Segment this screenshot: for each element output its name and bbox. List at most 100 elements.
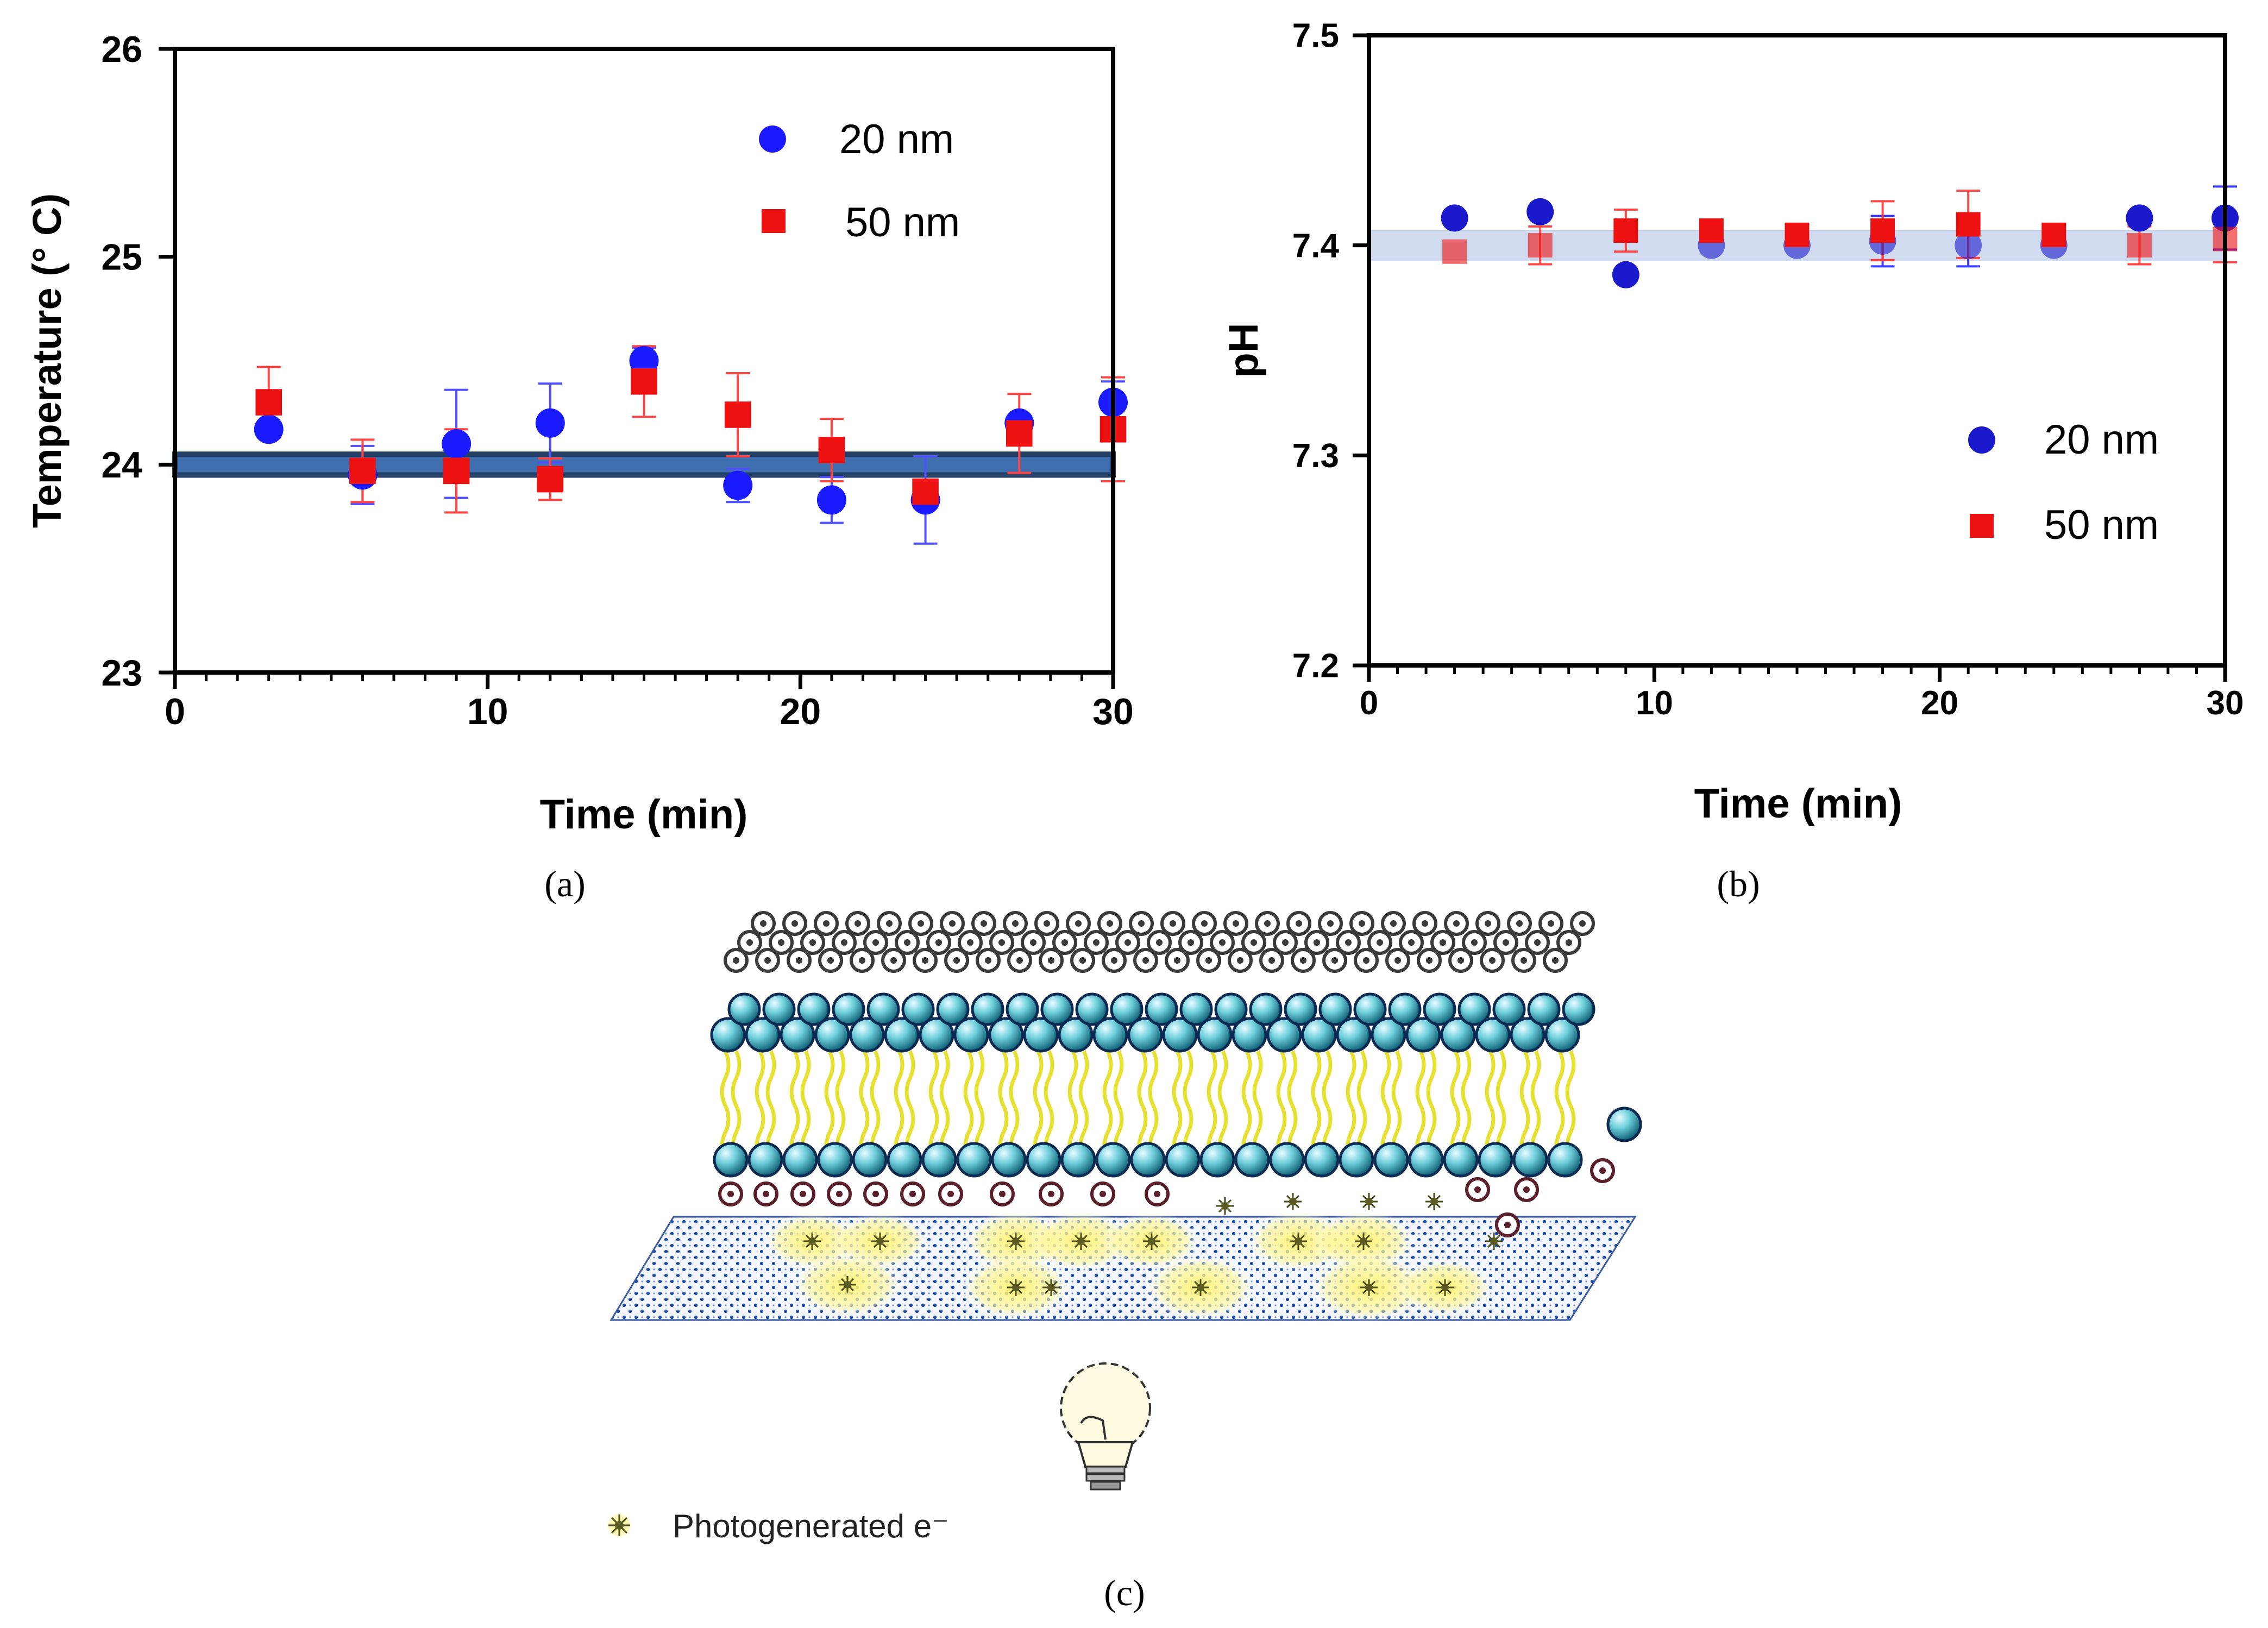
point-20nm-6 [1526, 198, 1554, 225]
point-50nm-24 [2041, 222, 2066, 247]
x-tick-label-10: 10 [467, 691, 508, 732]
lipid-tail [1102, 1050, 1113, 1161]
ion-ring [1417, 948, 1442, 973]
lipid-tail [1530, 1050, 1541, 1161]
lipid-head [710, 1017, 746, 1053]
legend-20nm-label-b: 20 nm [2044, 417, 2159, 463]
photogenerated-electron [1360, 1279, 1378, 1296]
ion-ring [1070, 948, 1095, 973]
ion-ring [1430, 930, 1455, 955]
lipid-head [1232, 1017, 1267, 1053]
photogenerated-electron [1042, 1279, 1060, 1296]
lipid-tail [731, 1050, 742, 1161]
ion-ring [926, 930, 951, 955]
lipid-head [713, 1142, 749, 1178]
ion-ring [1465, 1177, 1490, 1202]
legend-20nm-circle-marker-b [1968, 426, 1995, 454]
point-50nm-18 [1870, 218, 1895, 243]
lipid-head [991, 1142, 1027, 1178]
lipid-tail [1287, 1050, 1298, 1161]
ion-ring [1223, 911, 1248, 936]
panel-b-label: (b) [1717, 863, 1760, 904]
ion-ring [724, 948, 749, 973]
ion-ring [1412, 911, 1437, 936]
x-tick-label-0: 0 [1360, 684, 1378, 722]
point-20nm-18 [723, 470, 753, 500]
lipid-head [1165, 1142, 1201, 1178]
ion-ring [827, 1181, 852, 1206]
ion-ring [863, 1181, 888, 1206]
lipid-tail [1391, 1050, 1402, 1161]
lipid-head [814, 1017, 850, 1053]
point-20nm-9 [442, 429, 472, 459]
legend-50nm-label: 50 nm [845, 199, 960, 246]
photogenerated-electron [1143, 1233, 1160, 1250]
point-50nm-3 [255, 389, 282, 416]
ion-ring [1286, 911, 1311, 936]
lipid-head [884, 1017, 920, 1053]
lipid-head [866, 992, 900, 1026]
lipid-head [1443, 1142, 1479, 1178]
lipid-tail [1554, 1050, 1565, 1161]
lipid-head [1199, 1142, 1235, 1178]
photogenerated-electron [1007, 1279, 1025, 1296]
point-50nm-21 [1956, 212, 1981, 237]
ion-ring [1196, 948, 1221, 973]
photogenerated-electron [1007, 1233, 1025, 1250]
lipid-head [919, 1017, 954, 1053]
photogenerated-electron [1485, 1233, 1503, 1250]
lipid-head [1249, 992, 1283, 1026]
ph-tick-labels: 0 10 20 30 7.2 7.3 7.4 7.5 [1292, 17, 2244, 722]
ion-ring [1514, 1177, 1539, 1202]
point-50nm-24 [912, 478, 939, 505]
photogenerated-electron [1355, 1233, 1372, 1250]
lipid-tail [1322, 1050, 1333, 1161]
lipid-heads-bottom [713, 1107, 1642, 1178]
lipid-tail [1044, 1050, 1054, 1161]
ion-ring [1165, 948, 1190, 973]
lipid-tail [1217, 1050, 1228, 1161]
ion-ring [1259, 948, 1284, 973]
ion-ring [1052, 930, 1077, 955]
temperature-x-axis-title: Time (min) [540, 791, 748, 838]
ion-ring [1381, 911, 1406, 936]
lipid-tail [1252, 1050, 1263, 1161]
point-50nm-21 [818, 437, 845, 463]
lipid-tail [1067, 1050, 1078, 1161]
legend-50nm-label-b: 50 nm [2044, 502, 2159, 548]
point-50nm-18 [724, 401, 751, 428]
photogenerated-electron [1192, 1279, 1209, 1296]
panel-a-temperature-chart: 0 10 20 30 23 24 25 26 Temperature (° C) Time (… [24, 29, 1134, 904]
panel-c-membrane-diagram: Photogenerated e⁻ (c) [605, 911, 1642, 1613]
photogenerated-electron [871, 1233, 889, 1250]
lipid-head [1512, 1142, 1548, 1178]
ion-ring [1448, 948, 1473, 973]
lipid-head [1162, 1017, 1198, 1053]
lipid-tail [928, 1050, 939, 1161]
panel-a-label: (a) [544, 863, 585, 904]
ion-ring [1034, 911, 1059, 936]
lipid-tail [1461, 1050, 1472, 1161]
point-50nm-9 [1613, 218, 1638, 243]
ion-ring [1475, 911, 1500, 936]
lipid-head [1478, 1142, 1513, 1178]
ion-ring [938, 1181, 963, 1206]
ion-ring [1178, 930, 1203, 955]
temperature-markers [254, 346, 1128, 515]
lipid-tail [894, 1050, 904, 1161]
lipid-head [1110, 992, 1144, 1026]
lipid-head [956, 1142, 992, 1178]
y-tick-label-7.2: 7.2 [1292, 648, 1339, 685]
lipid-tail [1113, 1050, 1124, 1161]
lipid-head [1475, 1017, 1511, 1053]
ion-ring [1543, 948, 1568, 973]
lipid-head [1075, 992, 1109, 1026]
lipid-tail [974, 1050, 985, 1161]
point-20nm-21 [816, 485, 846, 515]
ion-ring [1462, 930, 1487, 955]
ion-ring [1322, 948, 1347, 973]
lipid-tail [1346, 1050, 1356, 1161]
ion-ring [913, 948, 938, 973]
lipid-head [1026, 1142, 1061, 1178]
point-20nm-9 [1612, 261, 1639, 288]
